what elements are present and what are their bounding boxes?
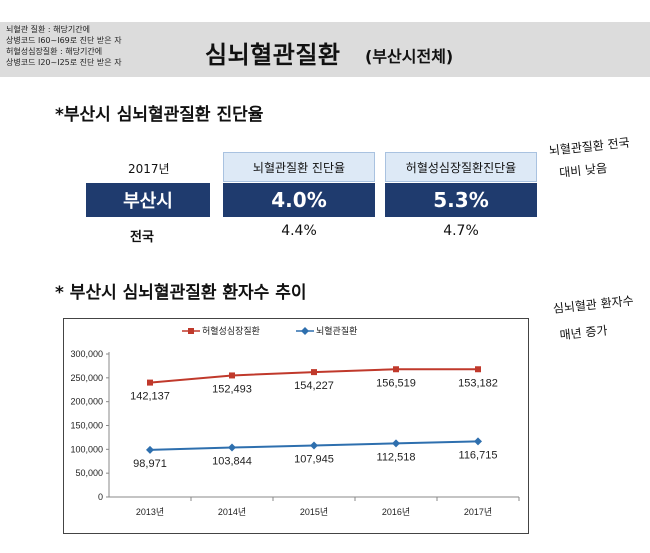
handwritten-note-trend: 심뇌혈관 환자수 매년 증가	[552, 292, 637, 344]
data-point	[228, 443, 236, 452]
data-point	[393, 366, 399, 373]
definition-note: 뇌혈관 질환 : 해당기간에 상병코드 I60~I69로 진단 받은 자 허혈성…	[6, 24, 122, 68]
y-tick-label: 0	[98, 492, 103, 502]
busan-ischemic-rate: 5.3%	[385, 183, 537, 217]
national-row-label: 전국	[130, 230, 154, 245]
note-line: 상병코드 I60~I69로 진단 받은 자	[6, 36, 122, 45]
year-label: 2017년	[128, 162, 170, 176]
busan-cerebro-rate: 4.0%	[223, 183, 375, 217]
x-tick-label: 2014년	[218, 507, 246, 517]
data-label: 152,493	[212, 383, 252, 395]
handwritten-line: 매년 증가	[559, 323, 609, 343]
y-tick-label: 150,000	[70, 421, 103, 431]
legend-marker	[301, 327, 309, 335]
data-point	[147, 379, 153, 386]
legend-label: 뇌혈관질환	[316, 325, 357, 336]
column-header-cerebro: 뇌혈관질환 진단율	[223, 152, 375, 182]
y-tick-label: 300,000	[70, 349, 103, 359]
data-label: 98,971	[133, 458, 167, 470]
data-label: 107,945	[294, 454, 334, 466]
trend-chart: 0 50,000 100,000 150,000 200,000 250,000 300,0…	[63, 318, 529, 534]
data-point	[229, 372, 235, 379]
column-header-ischemic: 허혈성심장질환진단율	[385, 152, 537, 182]
header-banner	[0, 22, 650, 77]
handwritten-line: 심뇌혈관 환자수	[552, 293, 635, 316]
y-tick-label: 100,000	[70, 444, 103, 454]
trend-chart-svg: 0 50,000 100,000 150,000 200,000 250,000 300,0…	[70, 325, 520, 517]
legend-marker	[188, 328, 194, 334]
data-point	[146, 445, 154, 454]
handwritten-line: 뇌혈관질환 전국	[548, 135, 631, 158]
legend-label: 허혈성심장질환	[202, 325, 260, 336]
note-line: 뇌혈관 질환 : 해당기간에	[6, 25, 90, 34]
data-label: 112,518	[377, 451, 416, 463]
x-tick-label: 2013년	[136, 507, 164, 517]
note-line: 상병코드 I20~I25로 진단 받은 자	[6, 58, 122, 67]
y-tick-label: 50,000	[75, 468, 103, 478]
y-tick-label: 200,000	[70, 397, 103, 407]
data-label: 154,227	[294, 380, 334, 392]
note-line: 허혈성심장질환 : 해당기간에	[6, 47, 103, 56]
data-label: 153,182	[458, 377, 498, 389]
national-ischemic-rate: 4.7%	[443, 223, 479, 239]
x-tick-label: 2016년	[382, 507, 410, 517]
data-label: 116,715	[459, 449, 498, 461]
section-heading-trend: * 부산시 심뇌혈관질환 환자수 추이	[55, 283, 307, 303]
data-label: 156,519	[376, 377, 416, 389]
data-point	[311, 369, 317, 376]
data-point	[474, 437, 482, 446]
handwritten-line: 대비 낮음	[558, 161, 608, 180]
data-point	[310, 441, 318, 450]
page-title: 심뇌혈관질환	[205, 41, 341, 69]
data-point	[392, 439, 400, 448]
busan-row-label: 부산시	[86, 183, 210, 217]
data-point	[475, 366, 481, 373]
section-heading-rate: *부산시 심뇌혈관질환 진단율	[55, 105, 264, 125]
data-label: 103,844	[212, 456, 252, 468]
data-label: 142,137	[130, 391, 170, 403]
x-tick-label: 2015년	[300, 507, 328, 517]
handwritten-note-rate: 뇌혈관질환 전국 대비 낮음	[548, 134, 633, 182]
x-tick-label: 2017년	[464, 507, 492, 517]
page-subtitle: (부산시전체)	[365, 47, 454, 66]
y-tick-label: 250,000	[70, 373, 103, 383]
national-cerebro-rate: 4.4%	[281, 223, 317, 239]
